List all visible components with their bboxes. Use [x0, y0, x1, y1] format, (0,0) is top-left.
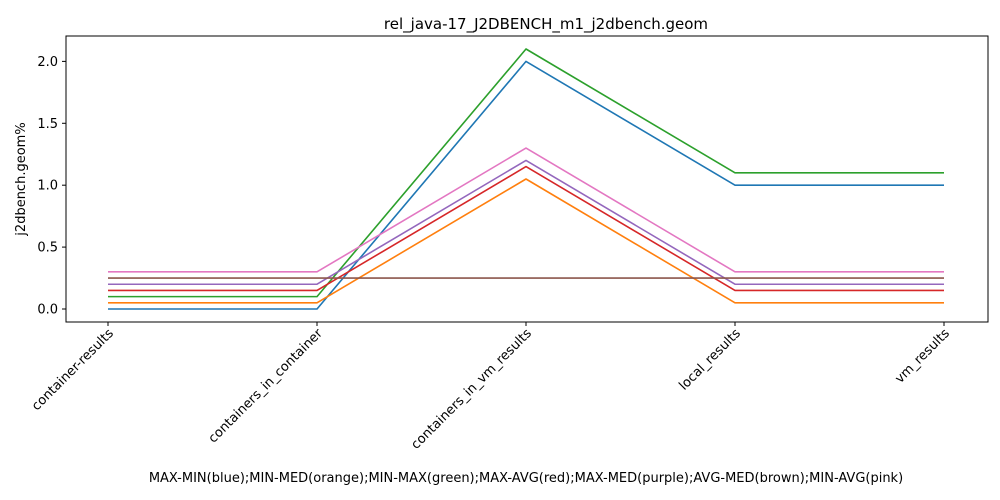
chart-title: rel_java-17_J2DBENCH_m1_j2dbench.geom — [384, 15, 708, 34]
x-tick-label: vm_results — [892, 326, 953, 387]
series-line-2 — [108, 48, 944, 298]
y-tick-label: 0.0 — [37, 303, 58, 318]
y-tick-label: 2.0 — [37, 55, 58, 70]
series-line-1 — [108, 178, 944, 304]
x-tick-label: containers_in_container — [206, 326, 327, 447]
x-axis: container-results containers_in_container… — [29, 322, 953, 453]
y-axis: 0.0 0.5 1.0 1.5 2.0 — [37, 55, 66, 318]
plot-area-frame — [65, 35, 989, 323]
x-axis-label: MAX-MIN(blue);MIN-MED(orange);MIN-MAX(gr… — [149, 471, 903, 486]
series-line-3 — [108, 165, 944, 292]
series-layer — [108, 48, 944, 310]
y-axis-label: j2dbench.geom% — [14, 122, 29, 236]
y-tick-label: 1.0 — [37, 179, 58, 194]
x-tick-label: local_results — [676, 326, 744, 394]
x-tick-label: containers_in_vm_results — [409, 326, 535, 452]
series-line-0 — [108, 60, 944, 310]
y-tick-label: 0.5 — [37, 241, 58, 256]
x-tick-label: container-results — [29, 326, 117, 414]
series-line-4 — [108, 159, 944, 286]
y-tick-label: 1.5 — [37, 117, 58, 132]
series-line-6 — [108, 147, 944, 273]
